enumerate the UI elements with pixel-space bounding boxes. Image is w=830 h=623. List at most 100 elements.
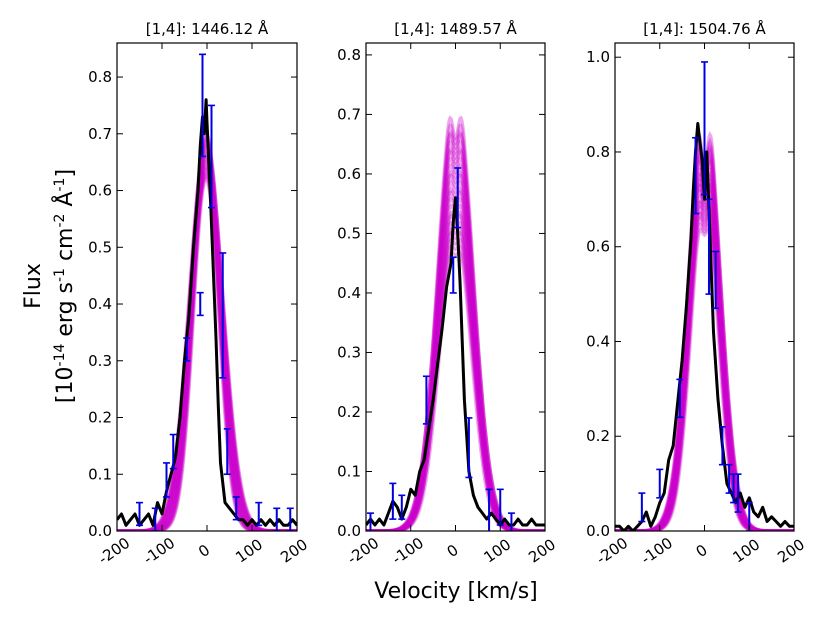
y-tick-label: 0.6 xyxy=(586,238,610,256)
x-tick-label: 0 xyxy=(693,541,711,561)
error-bar xyxy=(725,463,733,494)
model-curve xyxy=(615,204,794,531)
y-tick-label: 0.5 xyxy=(88,238,112,256)
y-tick-label: 0.2 xyxy=(586,427,610,445)
model-curve xyxy=(117,159,297,531)
error-bar xyxy=(398,494,406,520)
error-bar xyxy=(136,501,143,527)
error-bar xyxy=(219,252,227,379)
model-curve xyxy=(117,145,297,531)
model-curve xyxy=(117,135,297,531)
model-curve xyxy=(615,216,794,531)
error-bar xyxy=(273,507,281,531)
error-bar xyxy=(705,198,713,295)
model-curve xyxy=(366,238,545,531)
error-bar xyxy=(454,167,462,229)
model-curve xyxy=(117,165,297,531)
model-curve xyxy=(366,132,545,531)
model-curve xyxy=(615,211,794,531)
model-curve xyxy=(117,175,297,531)
x-tick-label: 200 xyxy=(525,535,559,566)
y-axis-label-line1: Flux xyxy=(21,263,46,309)
model-curve xyxy=(117,149,297,531)
model-curve xyxy=(366,169,545,531)
y-tick-label: 0.2 xyxy=(337,403,361,421)
error-bar xyxy=(656,468,664,499)
error-bar xyxy=(163,462,170,498)
model-curve xyxy=(117,173,297,531)
error-bar xyxy=(734,473,742,513)
error-bar xyxy=(208,104,215,209)
model-curve xyxy=(117,131,297,531)
error-bar xyxy=(169,433,177,470)
model-curve xyxy=(615,200,794,531)
model-curve xyxy=(117,161,297,531)
y-tick-label: 0.3 xyxy=(88,352,112,370)
x-tick-label: -100 xyxy=(389,534,427,568)
error-bar xyxy=(286,507,294,531)
model-curve xyxy=(615,189,794,531)
plot-area xyxy=(117,53,297,531)
y-tick-label: 0.6 xyxy=(337,165,361,183)
y-tick-label: 0.7 xyxy=(337,105,361,123)
chart-panel-3: -200 -100 0 100 2000.00.20.40.60.81.0[1,4]: … xyxy=(586,19,808,568)
error-bar xyxy=(199,53,206,158)
model-curve xyxy=(366,213,545,531)
error-bar xyxy=(676,378,684,419)
chart-panel-1: -200 -100 0 100 2000.00.10.20.30.40.50.60.70… xyxy=(88,19,311,568)
plot-area xyxy=(366,115,545,531)
model-curve xyxy=(366,115,545,531)
error-bar xyxy=(183,337,191,362)
model-curve xyxy=(117,143,297,531)
x-tick-label: 100 xyxy=(480,535,514,566)
y-axis-label-line2: [10-14 erg s-1 cm-2 Å-1] xyxy=(51,169,78,403)
model-curve xyxy=(366,123,545,531)
model-curve xyxy=(117,139,297,531)
model-curve xyxy=(615,193,794,531)
error-bar xyxy=(701,61,708,196)
chart-panel-2: -200 -100 0 100 2000.00.10.20.30.40.50.60.70… xyxy=(337,19,559,568)
error-bar xyxy=(232,496,240,521)
error-bar xyxy=(389,482,397,520)
error-bar xyxy=(692,136,700,215)
y-tick-label: 0.0 xyxy=(586,522,610,540)
model-curve xyxy=(366,179,545,531)
x-tick-label: -100 xyxy=(638,534,676,568)
model-curve xyxy=(366,140,545,531)
model-curve xyxy=(117,151,297,531)
model-curve xyxy=(366,162,545,531)
model-curve xyxy=(117,157,297,531)
model-curve xyxy=(615,200,794,531)
y-tick-label: 0.8 xyxy=(88,68,112,86)
error-bar xyxy=(485,488,493,531)
model-curve xyxy=(366,230,545,531)
model-curve xyxy=(117,163,297,531)
y-tick-label: 0.4 xyxy=(337,284,361,302)
model-curve xyxy=(117,133,297,531)
error-bar xyxy=(422,375,430,425)
y-tick-label: 0.1 xyxy=(88,465,112,483)
error-bar xyxy=(255,501,263,527)
x-tick-label: -100 xyxy=(140,534,178,568)
y-tick-label: 0.4 xyxy=(88,295,112,313)
error-bar xyxy=(223,428,231,476)
x-tick-label: 0 xyxy=(444,541,462,561)
model-curve xyxy=(117,153,297,531)
model-curve xyxy=(117,176,297,531)
model-curve xyxy=(366,173,545,531)
error-bar xyxy=(465,417,473,479)
axes-frame xyxy=(365,42,546,532)
y-tick-label: 0.7 xyxy=(88,125,112,143)
model-curve xyxy=(366,156,545,531)
error-bar xyxy=(196,291,204,317)
error-bar xyxy=(712,250,720,310)
model-curve xyxy=(117,167,297,531)
y-tick-label: 0.0 xyxy=(337,522,361,540)
y-tick-label: 0.4 xyxy=(586,332,610,350)
y-tick-label: 0.5 xyxy=(337,224,361,242)
chart-title: [1,4]: 1489.57 Å xyxy=(394,19,517,38)
data-series-line xyxy=(117,98,297,527)
x-axis-label: Velocity [km/s] xyxy=(374,579,538,604)
x-tick-label: 100 xyxy=(232,535,266,566)
y-tick-label: 0.6 xyxy=(88,182,112,200)
